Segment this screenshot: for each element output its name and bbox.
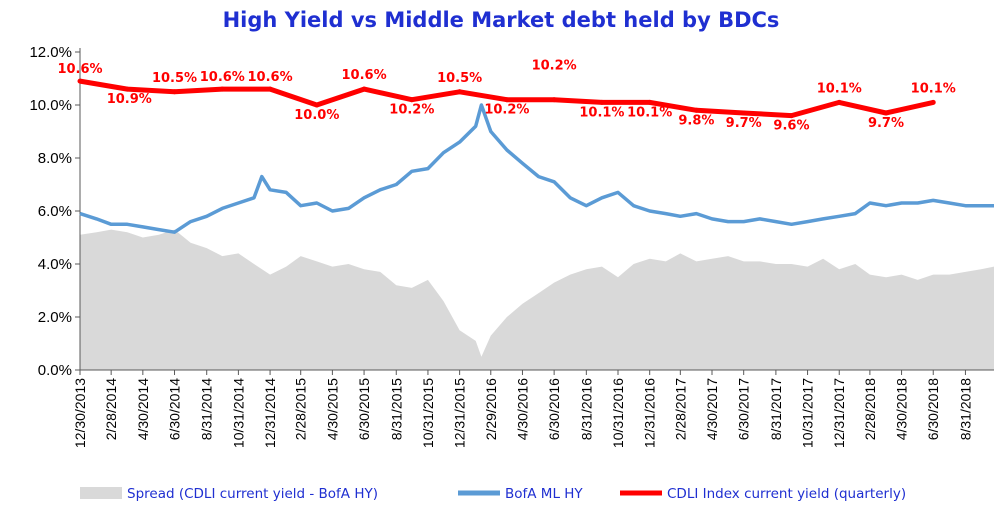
cdli-point <box>741 110 747 116</box>
cdli-data-label: 10.1% <box>817 81 862 96</box>
y-tick-label: 8.0% <box>38 150 72 167</box>
x-tick-label: 2/28/2018 <box>862 378 878 440</box>
x-tick-label: 6/30/2017 <box>736 378 752 440</box>
cdli-data-label: 10.5% <box>152 71 197 86</box>
cdli-point <box>361 86 367 92</box>
cdli-data-label: 10.1% <box>627 105 672 120</box>
cdli-data-label: 9.7% <box>868 116 904 131</box>
chart-title: High Yield vs Middle Market debt held by… <box>222 8 780 32</box>
data-labels-layer: 10.6%10.9%10.5% 10.6% 10.6%10.0%10.6%10.2%… <box>57 59 955 134</box>
cdli-point <box>930 99 936 105</box>
x-tick-label: 2/28/2017 <box>672 378 688 440</box>
x-tick-label: 12/31/2017 <box>831 378 847 448</box>
cdli-point <box>124 86 130 92</box>
x-tick-label: 6/30/2016 <box>546 378 562 440</box>
legend-label-hy: BofA ML HY <box>505 486 583 502</box>
cdli-data-label: 10.6% <box>248 70 293 85</box>
cdli-data-label: 9.8% <box>678 113 714 128</box>
cdli-line-layer <box>77 78 936 119</box>
x-tick-label: 2/28/2014 <box>103 378 119 440</box>
x-tick-label: 12/30/2013 <box>72 378 88 448</box>
cdli-point <box>836 99 842 105</box>
cdli-point <box>314 102 320 108</box>
cdli-data-label: 9.6% <box>773 119 809 134</box>
x-tick-label: 12/31/2016 <box>642 378 658 448</box>
x-tick-label: 8/31/2014 <box>199 378 215 440</box>
cdli-data-label: 9.7% <box>726 116 762 131</box>
x-tick-label: 6/30/2018 <box>925 378 941 440</box>
y-tick-label: 12.0% <box>29 44 72 61</box>
cdli-point <box>77 78 83 84</box>
cdli-point <box>219 86 225 92</box>
x-tick-label: 4/30/2014 <box>135 378 151 440</box>
x-tick-label: 6/30/2015 <box>356 378 372 440</box>
x-tick-label: 2/29/2016 <box>483 378 499 440</box>
x-tick-label: 10/31/2017 <box>800 378 816 448</box>
cdli-data-label: 10.6% <box>200 70 245 85</box>
x-tick-label: 8/31/2017 <box>768 378 784 440</box>
x-tick-label: 12/31/2015 <box>452 378 468 448</box>
cdli-point <box>551 97 557 103</box>
y-tick-label: 6.0% <box>38 203 72 220</box>
y-tick-label: 10.0% <box>29 97 72 114</box>
cdli-data-label: 10.2% <box>532 59 577 74</box>
cdli-point <box>409 97 415 103</box>
cdli-data-label: 10.1% <box>579 105 624 120</box>
cdli-data-label: 10.5% <box>437 71 482 86</box>
y-tick-label: 4.0% <box>38 256 72 273</box>
cdli-data-label: 10.1% <box>911 81 956 96</box>
x-tick-label: 4/30/2016 <box>514 378 530 440</box>
cdli-data-label: 10.2% <box>389 103 434 118</box>
bofa-hy-line-layer <box>79 103 994 234</box>
x-tick-label: 10/31/2014 <box>230 378 246 448</box>
x-tick-label: 4/30/2015 <box>324 378 340 440</box>
cdli-point <box>883 110 889 116</box>
x-tick-label: 4/30/2018 <box>894 378 910 440</box>
y-tick-label: 2.0% <box>38 309 72 326</box>
spread-area-layer <box>80 229 994 370</box>
cdli-point <box>693 107 699 113</box>
cdli-point <box>788 113 794 119</box>
x-tick-label: 10/31/2015 <box>420 378 436 448</box>
x-tick-label: 8/31/2016 <box>578 378 594 440</box>
x-tick-label: 8/31/2018 <box>957 378 973 440</box>
cdli-data-label: 10.2% <box>484 103 529 118</box>
cdli-point <box>599 99 605 105</box>
axes-layer: 0.0% 2.0% 4.0% 6.0% 8.0% 10.0% 12.0% 12/30/2013… <box>29 44 994 448</box>
cdli-point <box>647 99 653 105</box>
cdli-point <box>172 89 178 95</box>
legend-label-cdli: CDLI Index current yield (quarterly) <box>667 486 906 502</box>
x-tick-label: 8/31/2015 <box>388 378 404 440</box>
cdli-point <box>267 86 273 92</box>
x-tick-label: 2/28/2015 <box>293 378 309 440</box>
x-tick-label: 12/31/2014 <box>262 378 278 448</box>
cdli-data-label: 10.0% <box>294 108 339 123</box>
y-tick-label: 0.0% <box>38 362 72 379</box>
legend-swatch-spread <box>80 487 122 499</box>
legend: Spread (CDLI current yield - BofA HY) Bof… <box>80 486 906 502</box>
cdli-data-label: 10.6% <box>342 68 387 83</box>
legend-label-spread: Spread (CDLI current yield - BofA HY) <box>127 486 378 502</box>
x-tick-label: 10/31/2016 <box>610 378 626 448</box>
bofa-hy-series <box>79 103 994 234</box>
x-tick-label: 4/30/2017 <box>704 378 720 440</box>
cdli-data-label: 10.6% <box>57 62 102 77</box>
cdli-point <box>504 97 510 103</box>
x-tick-label: 6/30/2014 <box>167 378 183 440</box>
cdli-point <box>457 89 463 95</box>
cdli-data-label: 10.9% <box>107 92 152 107</box>
spread-area-series <box>80 229 994 370</box>
